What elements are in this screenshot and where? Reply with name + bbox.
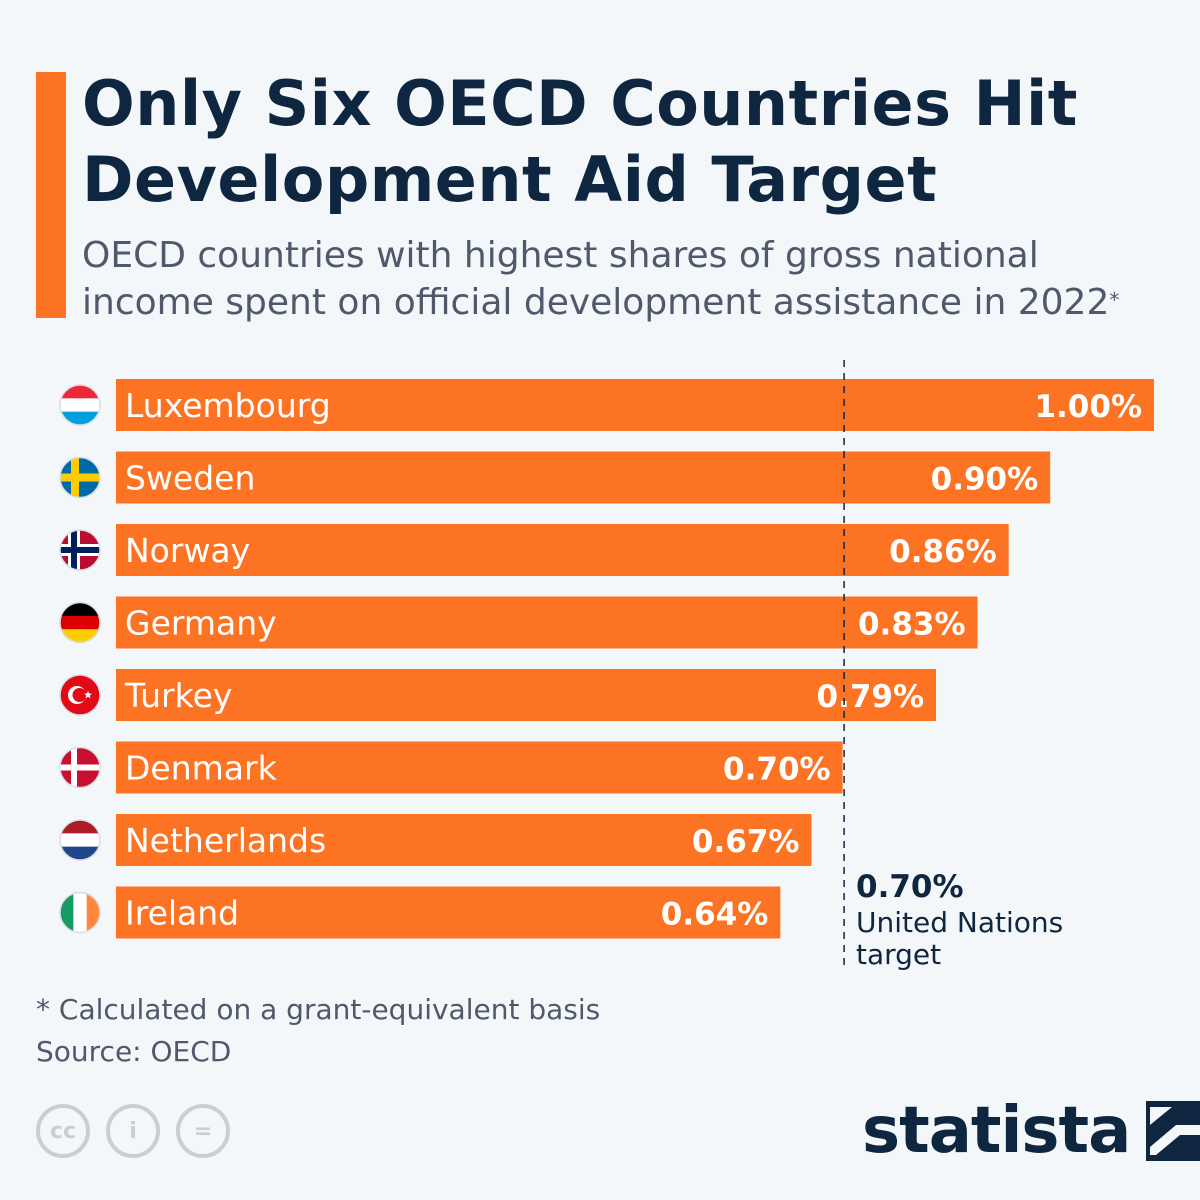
- category-label: Netherlands: [125, 821, 326, 860]
- bar-netherlands: [116, 814, 812, 866]
- target-value-label: 0.70%: [856, 869, 964, 905]
- bar-norway: [116, 524, 1009, 576]
- cc-icon[interactable]: cc: [36, 1104, 90, 1158]
- flag-icon-luxembourg: [59, 384, 101, 426]
- value-label: 0.83%: [858, 607, 966, 643]
- category-label: Norway: [125, 531, 250, 570]
- value-label: 1.00%: [1034, 389, 1142, 425]
- value-label: 0.64%: [661, 897, 769, 933]
- flag-icon-norway: [59, 529, 101, 571]
- value-label: 0.86%: [889, 534, 997, 570]
- category-label: Ireland: [125, 894, 239, 933]
- chart-title: Only Six OECD Countries Hit Development …: [82, 67, 1078, 216]
- flag-icon-ireland: [59, 891, 101, 934]
- bar-germany: [116, 596, 978, 649]
- statista-logo[interactable]: statista: [862, 1096, 1200, 1166]
- value-label: 0.67%: [692, 824, 800, 860]
- subtitle-footnote-mark: *: [1109, 288, 1120, 312]
- brand-name: statista: [862, 1094, 1131, 1168]
- attribution-icon[interactable]: i: [106, 1104, 160, 1158]
- flag-icon-sweden: [59, 456, 101, 499]
- no-derivatives-icon[interactable]: =: [176, 1104, 230, 1158]
- license-icons: cc i =: [36, 1104, 230, 1158]
- bar-denmark: [116, 741, 843, 794]
- bar-turkey: [116, 669, 937, 721]
- target-label-line2: target: [856, 938, 941, 971]
- statista-mark-icon: [1146, 1101, 1200, 1161]
- category-label: Sweden: [125, 459, 255, 498]
- bar-ireland: [116, 886, 781, 939]
- subtitle-text: OECD countries with highest shares of gr…: [82, 235, 1110, 323]
- target-label-line1: United Nations: [856, 906, 1063, 939]
- flag-icon-netherlands: [59, 819, 101, 861]
- bar-sweden: [116, 451, 1051, 504]
- flag-icon-germany: [59, 601, 101, 644]
- bar-luxembourg: [116, 379, 1154, 431]
- source-note: Source: OECD: [36, 1035, 232, 1068]
- title-accent-bar: [36, 72, 66, 318]
- category-label: Denmark: [125, 749, 278, 788]
- value-label: 0.79%: [816, 679, 924, 715]
- chart-subtitle: OECD countries with highest shares of gr…: [82, 232, 1172, 326]
- flag-icon-turkey: [59, 674, 101, 716]
- category-label: Germany: [125, 604, 277, 643]
- footnote: * Calculated on a grant-equivalent basis: [36, 993, 601, 1026]
- category-label: Turkey: [124, 676, 232, 715]
- value-label: 0.90%: [931, 462, 1039, 498]
- value-label: 0.70%: [723, 752, 831, 788]
- category-label: Luxembourg: [125, 386, 331, 425]
- flag-icon-denmark: [59, 746, 101, 789]
